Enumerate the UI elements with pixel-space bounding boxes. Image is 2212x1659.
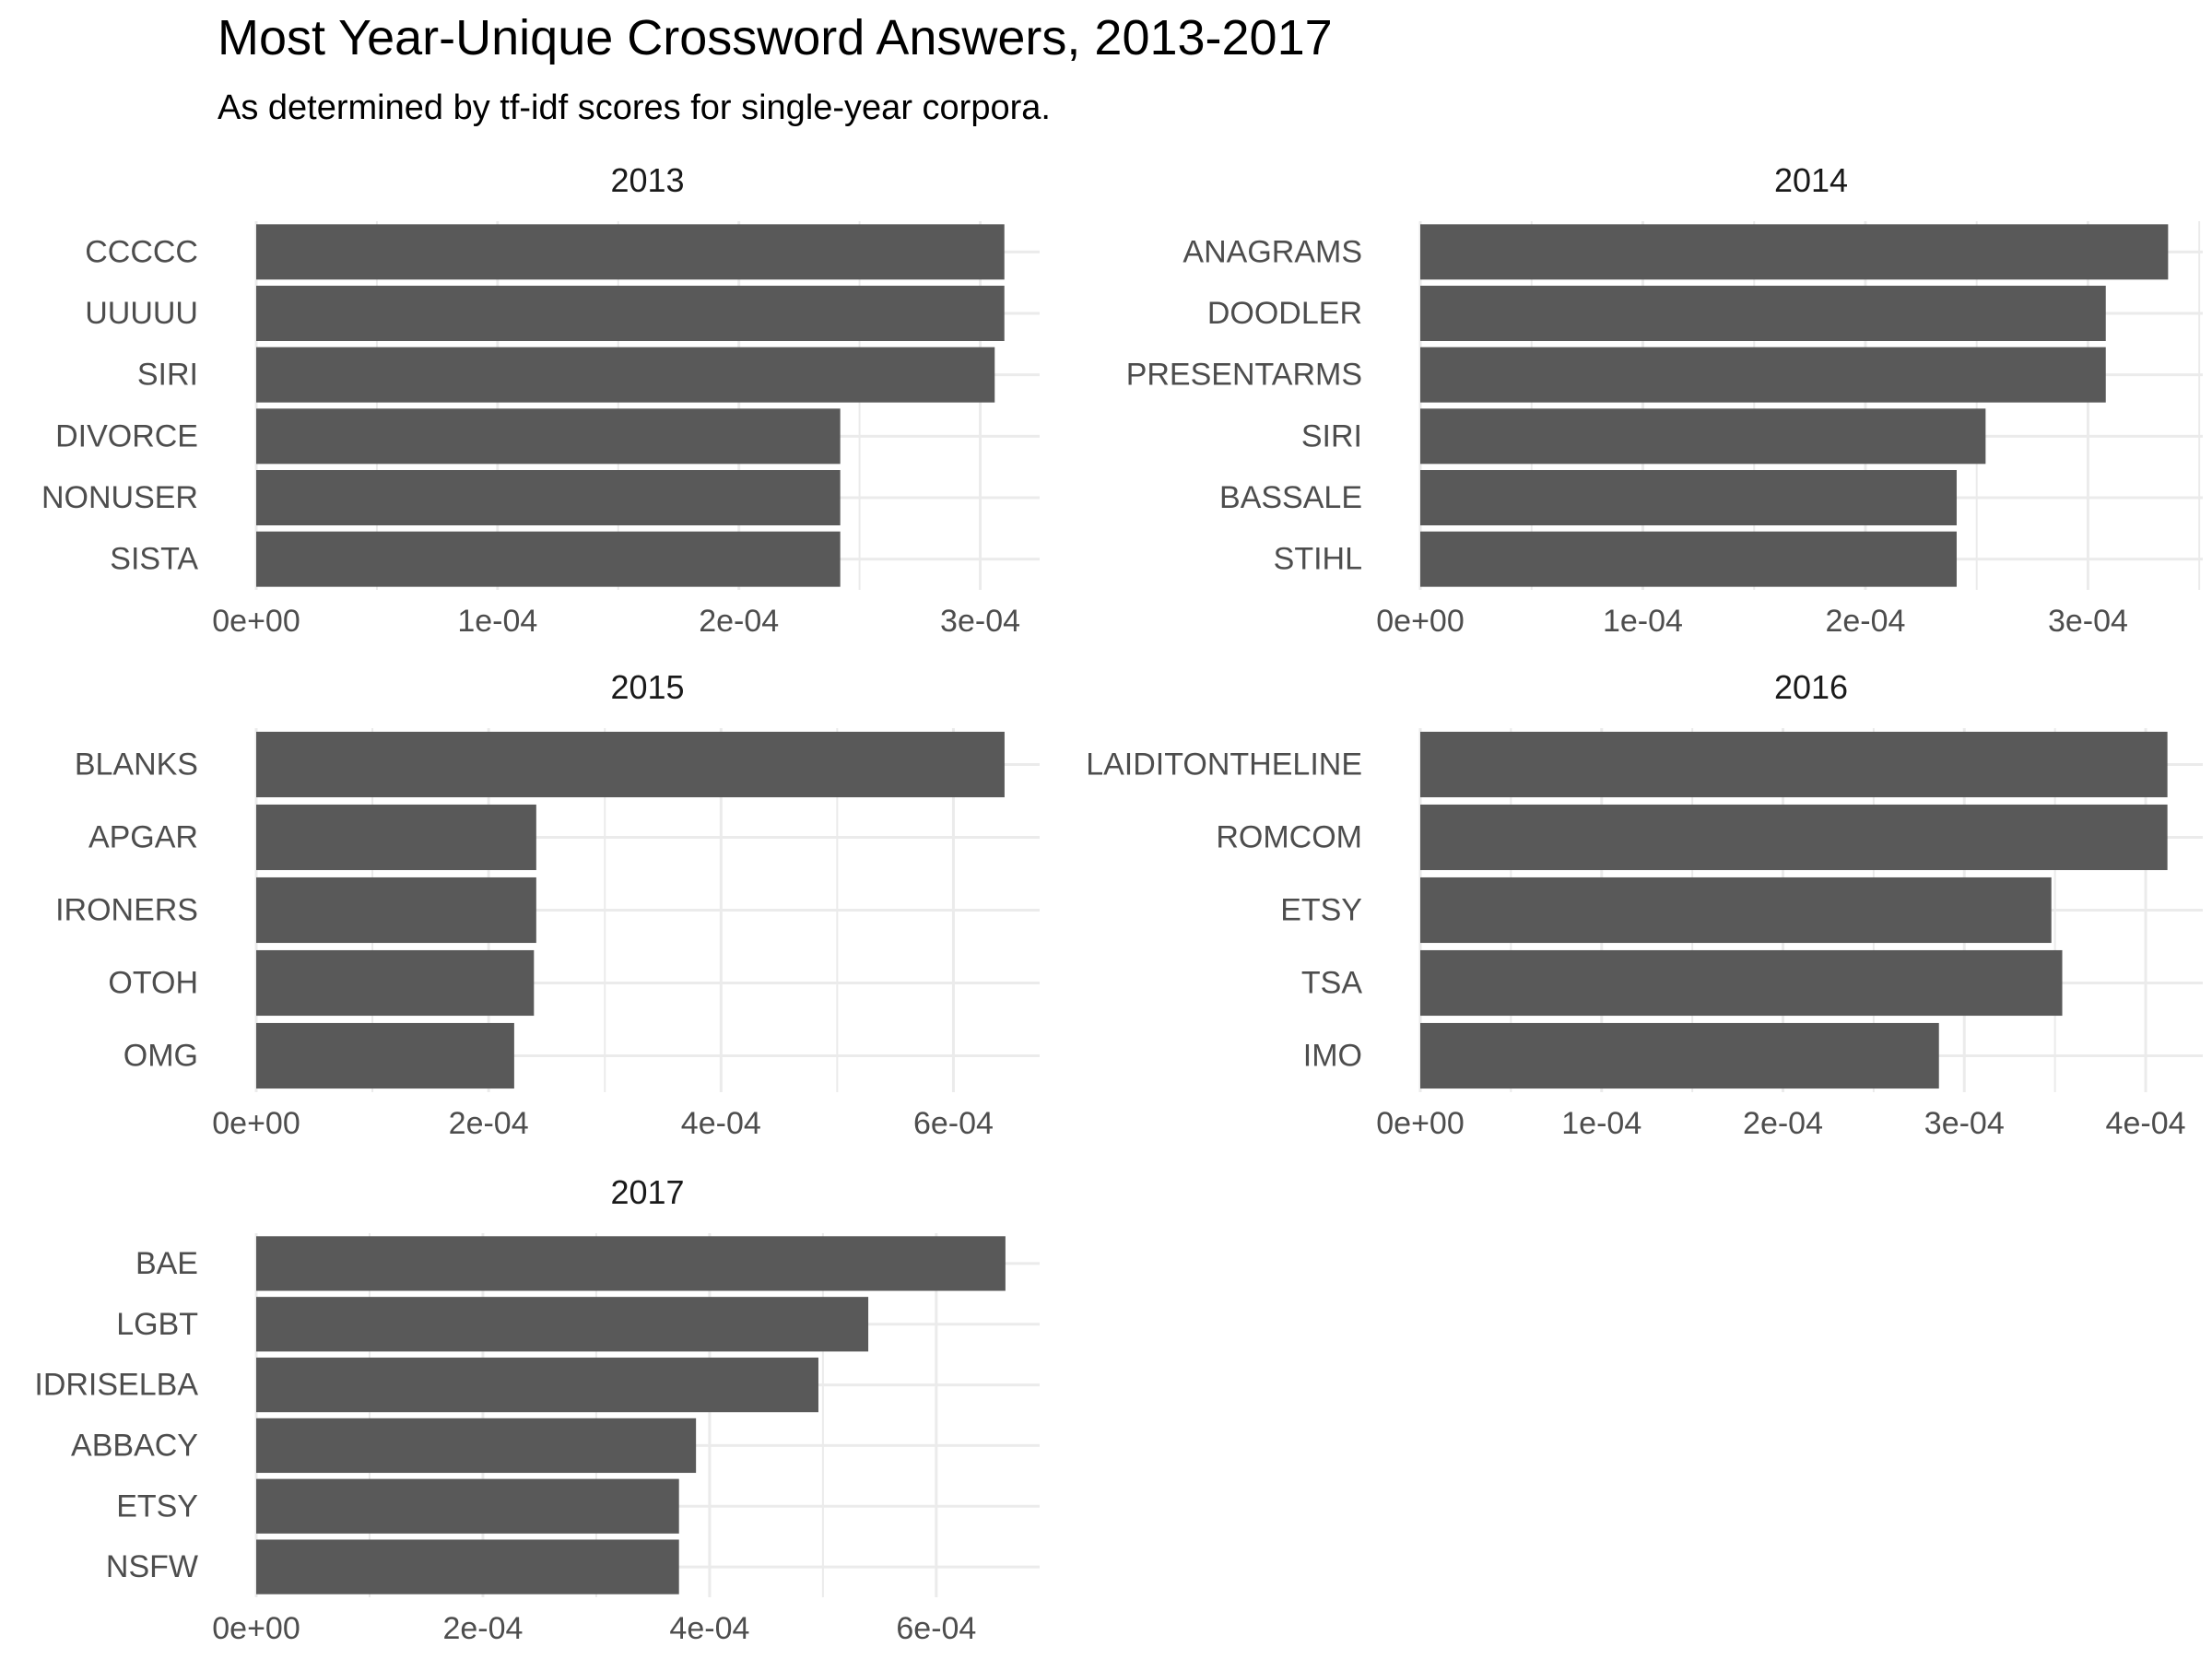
category-label: OMG <box>124 1039 198 1074</box>
bar-imo <box>1420 1022 1939 1089</box>
x-tick-label: 0e+00 <box>212 604 300 639</box>
category-label: SISTA <box>110 542 198 577</box>
category-label: LGBT <box>116 1307 198 1342</box>
panel-2015: BLANKS APGAR IRONERS OTOH OMG 0e+00 2e-04 4e-04… <box>55 668 1040 1141</box>
bar-siri <box>256 347 995 403</box>
bar-laiditontheline <box>1420 731 2168 798</box>
bar-anagrams <box>1420 224 2169 280</box>
category-label: OTOH <box>108 966 198 1001</box>
bar-apgar <box>256 804 536 871</box>
chart-title: Most Year-Unique Crossword Answers, 2013… <box>218 10 1333 65</box>
category-label: IMO <box>1303 1039 1362 1074</box>
x-tick-label: 3e-04 <box>1924 1106 2005 1141</box>
bar-etsy <box>256 1478 679 1534</box>
bar-bassale <box>1420 470 1957 525</box>
bar-nsfw <box>256 1539 679 1594</box>
category-label: ETSY <box>1280 893 1362 928</box>
facet-label: 2014 <box>1774 161 1848 199</box>
bar-etsy <box>1420 877 2052 944</box>
category-label: UUUUU <box>85 296 198 331</box>
x-tick-label: 2e-04 <box>1825 604 1905 639</box>
bar-doodler <box>1420 286 2106 341</box>
x-tick-label: 1e-04 <box>457 604 537 639</box>
panel-2013: CCCCC UUUUU SIRI DIVORCE NONUSER SISTA 0e+00 1e… <box>41 161 1040 639</box>
facet-label: 2017 <box>610 1173 684 1211</box>
x-tick-label: 0e+00 <box>212 1611 300 1646</box>
x-tick-label: 4e-04 <box>681 1106 761 1141</box>
category-label: IRONERS <box>55 893 198 928</box>
category-label: SIRI <box>137 358 198 393</box>
x-tick-label: 4e-04 <box>2106 1106 2186 1141</box>
x-tick-label: 2e-04 <box>449 1106 529 1141</box>
bar-otoh <box>256 949 535 1017</box>
chart-subtitle: As determined by tf-idf scores for singl… <box>218 88 1051 127</box>
x-tick-label: 4e-04 <box>669 1611 749 1646</box>
x-tick-label: 1e-04 <box>1603 604 1683 639</box>
bar-tsa <box>1420 949 2063 1017</box>
category-label: DIVORCE <box>55 418 198 453</box>
x-tick-label: 2e-04 <box>699 604 779 639</box>
x-tick-label: 0e+00 <box>1376 604 1465 639</box>
category-label: IDRISELBA <box>34 1368 198 1403</box>
bar-abbacy <box>256 1418 697 1474</box>
panel-2016: LAIDITONTHELINE ROMCOM ETSY TSA IMO 0e+00 1e-0… <box>1086 668 2203 1141</box>
bar-ccccc <box>256 224 1005 280</box>
bar-ironers <box>256 877 536 944</box>
bar-divorce <box>256 408 841 465</box>
category-label: NSFW <box>106 1549 198 1584</box>
bar-omg <box>256 1022 514 1089</box>
panel-2017: BAE LGBT IDRISELBA ABBACY ETSY NSFW 0e+00 2e-04… <box>34 1173 1040 1646</box>
facet-label: 2016 <box>1774 668 1848 706</box>
x-tick-label: 2e-04 <box>442 1611 523 1646</box>
bar-idriselba <box>256 1357 818 1413</box>
facet-label: 2013 <box>610 161 684 199</box>
bar-blanks <box>256 731 1005 798</box>
x-tick-label: 2e-04 <box>1743 1106 1823 1141</box>
category-label: SIRI <box>1301 418 1362 453</box>
bar-sista <box>256 531 841 587</box>
bar-uuuuu <box>256 286 1005 341</box>
bar-presentarms <box>1420 347 2106 403</box>
category-label: NONUSER <box>41 480 198 515</box>
x-tick-label: 6e-04 <box>913 1106 994 1141</box>
category-label: BASSALE <box>1219 480 1362 515</box>
category-label: ANAGRAMS <box>1182 234 1362 269</box>
category-label: PRESENTARMS <box>1126 358 1362 393</box>
category-label: ETSY <box>116 1488 198 1524</box>
panel-2014: ANAGRAMS DOODLER PRESENTARMS SIRI BASSALE STI… <box>1126 161 2203 639</box>
category-label: ROMCOM <box>1216 820 1362 855</box>
bar-romcom <box>1420 804 2168 871</box>
x-tick-label: 3e-04 <box>2048 604 2128 639</box>
category-label: STIHL <box>1274 542 1362 577</box>
x-tick-label: 0e+00 <box>1376 1106 1465 1141</box>
x-tick-label: 3e-04 <box>940 604 1020 639</box>
category-label: APGAR <box>88 820 198 855</box>
x-tick-label: 6e-04 <box>896 1611 976 1646</box>
x-tick-label: 0e+00 <box>212 1106 300 1141</box>
bar-lgbt <box>256 1297 869 1352</box>
category-label: BAE <box>135 1246 198 1281</box>
x-tick-label: 1e-04 <box>1561 1106 1641 1141</box>
bar-stihl <box>1420 531 1957 587</box>
category-label: LAIDITONTHELINE <box>1086 747 1362 782</box>
category-label: ABBACY <box>71 1428 198 1463</box>
category-label: DOODLER <box>1207 296 1362 331</box>
category-label: TSA <box>1301 966 1362 1001</box>
category-label: BLANKS <box>75 747 198 782</box>
category-label: CCCCC <box>85 234 198 269</box>
bar-siri <box>1420 408 1986 465</box>
bar-bae <box>256 1236 1006 1291</box>
bar-nonuser <box>256 470 841 525</box>
facet-label: 2015 <box>610 668 684 706</box>
